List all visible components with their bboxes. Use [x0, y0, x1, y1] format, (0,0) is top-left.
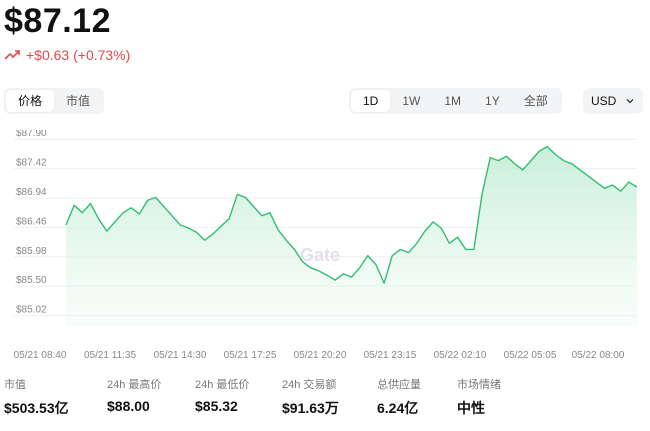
y-tick-label: $86.46 [16, 216, 47, 227]
y-tick-label: $85.98 [16, 246, 47, 257]
stat-label: 市值 [4, 379, 26, 391]
current-price: $87.12 [4, 2, 111, 40]
y-tick-label: $86.94 [16, 187, 47, 198]
stat-24h-high: 24h 最高价 $88.00 [107, 376, 161, 414]
tab-market-cap[interactable]: 市值 [66, 94, 91, 108]
range-1w[interactable]: 1W [402, 94, 421, 108]
y-tick-label: $85.50 [16, 275, 47, 286]
watermark-text: Gate [300, 245, 340, 265]
stat-sentiment: 市场情绪 中性 [457, 376, 501, 418]
stat-value: $88.00 [107, 398, 150, 414]
tab-price[interactable]: 价格 [6, 90, 55, 112]
x-tick-label: 05/21 11:35 [84, 350, 137, 361]
range-1m[interactable]: 1M [444, 94, 462, 108]
y-axis: $87.90 $87.42 $86.94 $86.46 $85.98 $85.50 $85.… [16, 130, 47, 316]
price-chart: $87.90 $87.42 $86.94 $86.46 $85.98 $85.50 $85.… [14, 130, 638, 361]
stat-label: 总供应量 [377, 379, 421, 391]
x-tick-label: 05/21 08:40 [14, 350, 67, 361]
currency-value: USD [591, 94, 617, 108]
price-change-text: +$0.63 (+0.73%) [26, 47, 131, 63]
stat-label: 24h 最低价 [195, 379, 250, 391]
stat-value: $85.32 [195, 398, 238, 414]
x-tick-label: 05/22 08:00 [572, 350, 625, 361]
stat-value: 中性 [457, 400, 485, 416]
price-change: +$0.63 (+0.73%) [4, 47, 130, 63]
stats-bar: 市值 $503.53亿 24h 最高价 $88.00 24h 最低价 $85.3… [0, 376, 650, 426]
x-tick-label: 05/21 17:25 [224, 350, 277, 361]
y-tick-label: $85.02 [16, 305, 47, 316]
x-tick-label: 05/21 14:30 [154, 350, 207, 361]
y-tick-label: $87.42 [16, 158, 47, 169]
range-1y[interactable]: 1Y [485, 94, 500, 108]
x-tick-label: 05/22 05:05 [504, 350, 557, 361]
stat-total-supply: 总供应量 6.24亿 [377, 376, 421, 418]
price-area [66, 146, 637, 326]
x-tick-label: 05/21 23:15 [364, 350, 417, 361]
x-tick-label: 05/22 02:10 [434, 350, 487, 361]
range-1d[interactable]: 1D [351, 90, 391, 112]
stat-label: 24h 最高价 [107, 379, 162, 391]
stat-label: 24h 交易额 [282, 379, 337, 391]
currency-select[interactable]: USD [583, 88, 643, 114]
metric-toggle: 价格 市值 [4, 88, 105, 114]
stat-value: 6.24亿 [377, 400, 419, 416]
chevron-down-icon [626, 99, 634, 104]
stat-label: 市场情绪 [457, 379, 501, 391]
x-tick-label: 05/21 20:20 [294, 350, 347, 361]
range-toggle: 1D 1W 1M 1Y 全部 [349, 88, 562, 114]
y-tick-label: $87.90 [16, 130, 47, 139]
stat-value: $503.53亿 [4, 400, 69, 416]
stat-24h-low: 24h 最低价 $85.32 [195, 376, 249, 414]
stat-24h-volume: 24h 交易额 $91.63万 [282, 376, 339, 418]
stat-value: $91.63万 [282, 400, 339, 416]
stat-market-cap: 市值 $503.53亿 [4, 376, 69, 418]
price-line [65, 145, 638, 284]
trend-up-icon [4, 50, 20, 60]
x-axis: 05/21 08:40 05/21 11:35 05/21 14:30 05/21 1… [14, 350, 625, 361]
range-all[interactable]: 全部 [523, 94, 548, 108]
